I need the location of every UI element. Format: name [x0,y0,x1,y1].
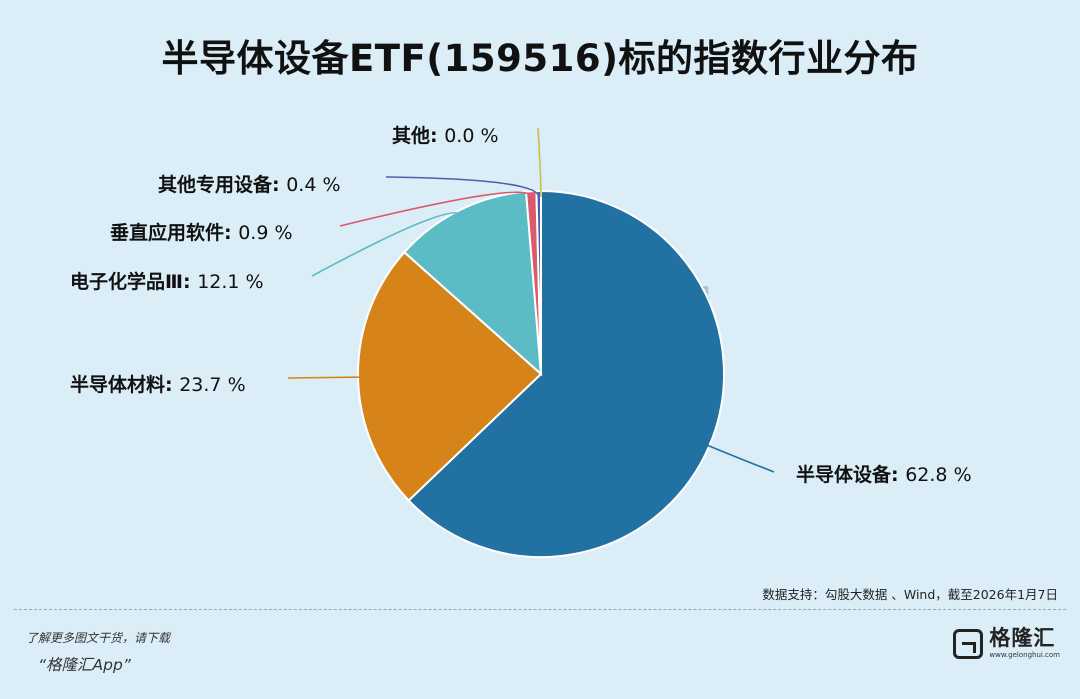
brand-name: 格隆汇 [989,626,1056,650]
slice-label-5: 其他专用设备: 0.4 % [158,173,341,196]
slice-label-value-4: 0.9 % [238,222,292,244]
slice-label-4: 垂直应用软件: 0.9 % [110,221,293,244]
slice-label-name-5: 其他专用设备: [158,173,286,196]
leader-line-1 [703,442,775,473]
slice-label-name-4: 垂直应用软件: [110,221,238,244]
data-source-note: 数据支持：勾股大数据 、Wind，截至2026年1月7日 [762,587,1058,602]
slice-label-value-6: 0.0 % [444,125,498,147]
slice-label-name-2: 半导体材料: [70,373,179,396]
leader-line-6 [537,127,542,198]
leader-line-2 [287,376,365,379]
footer-prompt: 了解更多图文干货，请下载 [26,631,171,645]
slice-label-6: 其他: 0.0 % [392,124,499,147]
leader-line-3 [311,212,463,277]
slice-label-2: 半导体材料: 23.7 % [70,373,246,396]
slice-label-3: 电子化学品Ⅲ: 12.1 % [70,270,264,293]
brand-url: www.gelonghui.com [989,651,1060,659]
brand-logo: 格隆汇 www.gelonghui.com [953,628,1060,659]
leader-line-5 [385,176,540,198]
slice-label-name-1: 半导体设备: [796,463,905,486]
pie-chart: 半导体设备: 62.8 % 半导体材料: 23.7 % 电子化学品Ⅲ: 12.1 %… [70,124,972,558]
chart-title: 半导体设备ETF(159516)标的指数行业分布 [161,37,919,80]
slice-label-value-2: 23.7 % [179,374,245,396]
leader-line-4 [339,191,533,227]
footer-app-name: “格隆汇App” [38,656,131,674]
slice-label-1: 半导体设备: 62.8 % [796,463,972,486]
brand-logo-icon [953,628,984,659]
slice-label-name-6: 其他: [392,124,444,147]
footer-divider [14,609,1066,610]
slice-label-value-5: 0.4 % [286,174,340,196]
slice-label-value-3: 12.1 % [197,271,263,293]
slice-label-name-3: 电子化学品Ⅲ: [70,270,197,293]
slice-label-value-1: 62.8 % [905,464,971,486]
